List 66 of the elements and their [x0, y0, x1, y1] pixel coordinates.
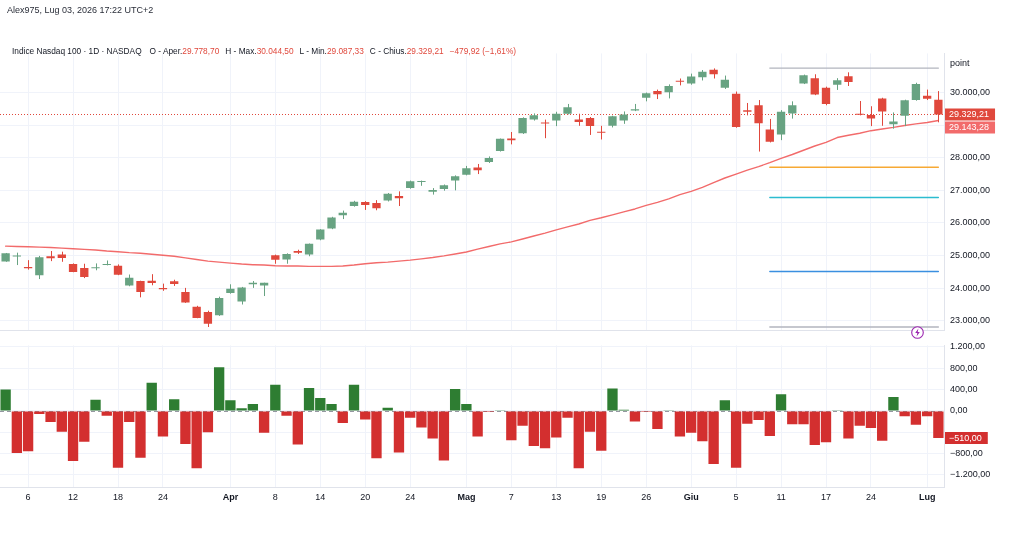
candlestick — [214, 296, 224, 317]
candlestick — [35, 255, 44, 280]
x-tick-label: Giu — [683, 491, 699, 502]
annotation: L - Min.29.087,33 — [299, 46, 364, 57]
candlestick — [12, 252, 22, 266]
x-tick-label: 11 — [776, 491, 786, 502]
x-tick-label: 12 — [68, 491, 79, 502]
bar — [888, 397, 899, 411]
candlestick — [900, 99, 909, 127]
chart-subtitle: Alex975, Lug 03, 2026 17:22 UTC+2 — [7, 4, 154, 16]
x-tick-label: 13 — [551, 491, 562, 502]
y-tick-label: 24.000,00 — [950, 282, 991, 293]
candlestick — [878, 97, 887, 127]
y-tick-label: −1.200,00 — [950, 469, 991, 480]
y-tick-label: 400,00 — [950, 384, 978, 395]
y-axis-title: point — [950, 57, 971, 68]
x-tick-label: 19 — [596, 491, 607, 502]
bar — [719, 400, 731, 411]
ref-line-label: 29.329,21 — [949, 109, 990, 120]
bar — [337, 411, 348, 424]
bar — [607, 388, 618, 411]
x-tick-label: 5 — [733, 491, 739, 502]
data-label: 29.143,28 — [949, 122, 990, 133]
x-tick-label: 14 — [315, 491, 326, 502]
annotation: H - Max.30.044,50 — [225, 46, 294, 57]
x-tick-label: 18 — [112, 491, 124, 502]
bar — [157, 411, 169, 437]
x-tick-label: 20 — [360, 491, 371, 502]
annotation: C - Chius.29.329,21 — [369, 46, 444, 57]
x-tick-label: 24 — [157, 491, 168, 502]
x-tick-label: Lug — [918, 491, 936, 502]
bar — [348, 384, 360, 411]
x-tick-label: 24 — [865, 491, 876, 502]
y-tick-label: 25.000,00 — [950, 250, 991, 261]
bar — [169, 399, 180, 411]
x-tick-label: 7 — [508, 491, 514, 502]
x-tick-label: 17 — [820, 491, 832, 502]
y-tick-label: 27.000,00 — [950, 184, 991, 195]
bar — [270, 384, 281, 411]
candlestick — [776, 109, 786, 141]
candlestick — [821, 86, 831, 106]
y-tick-label: −800,00 — [950, 447, 983, 458]
x-tick-label: 8 — [272, 491, 278, 502]
bar — [90, 399, 101, 411]
x-tick-label: 24 — [405, 491, 416, 502]
chart-title: Indice Nasdaq 100 · 1D · NASDAQ — [12, 46, 142, 57]
y-tick-label: 26.000,00 — [950, 217, 991, 228]
text: −510,00 — [949, 433, 982, 444]
bar — [146, 382, 157, 411]
bar — [0, 389, 11, 411]
candlestick — [810, 73, 819, 96]
x-tick-label: 26 — [641, 491, 652, 502]
annotation: −479,92 (−1,61%) — [449, 46, 517, 56]
bar — [258, 411, 270, 433]
y-tick-label: 800,00 — [950, 362, 978, 373]
annotation: O - Aper.29.778,70 — [149, 46, 220, 57]
y-tick-label: 0,00 — [950, 405, 968, 416]
bar — [775, 394, 787, 411]
y-tick-label: 30.000,00 — [950, 87, 991, 98]
y-tick-label: 1.200,00 — [950, 341, 986, 352]
candlestick — [540, 119, 550, 139]
x-tick-label: Mag — [457, 491, 476, 502]
x-tick-label: Apr — [222, 491, 239, 502]
x-tick-label: 6 — [25, 491, 31, 502]
y-tick-label: 23.000,00 — [950, 315, 991, 326]
y-tick-label: 28.000,00 — [950, 152, 991, 163]
